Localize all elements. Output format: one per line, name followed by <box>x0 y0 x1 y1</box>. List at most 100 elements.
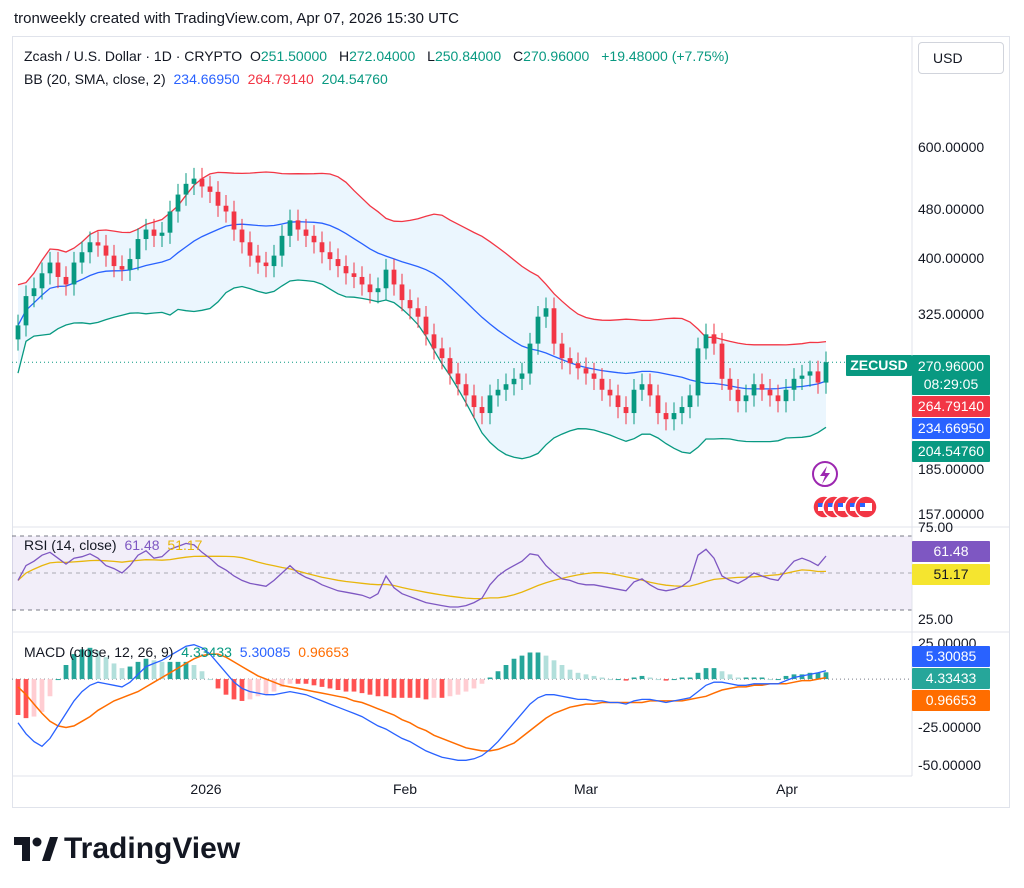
candle-body <box>775 395 781 402</box>
macd-histogram-bar <box>87 647 93 680</box>
macd-histogram-bar <box>463 679 469 692</box>
candle-body <box>631 389 637 414</box>
rsi-label[interactable]: RSI (14, close) <box>24 537 117 553</box>
chart-frame <box>12 36 1010 808</box>
candle-body <box>215 191 221 206</box>
candle-body <box>543 308 549 317</box>
macd-histogram-bar <box>279 679 285 687</box>
macd-histogram-bar <box>79 649 85 680</box>
time-tick: Apr <box>776 781 798 797</box>
candle-body <box>503 384 509 390</box>
candle-body <box>127 259 133 270</box>
candle-body <box>303 229 309 236</box>
candle-body <box>671 413 677 420</box>
candle-body <box>527 343 533 374</box>
macd-tick: -25.00000 <box>918 719 982 735</box>
candle-body <box>231 211 237 230</box>
candle-body <box>319 242 325 253</box>
high-label: H <box>338 48 350 64</box>
bar-countdown: 08:29:05 <box>923 376 979 392</box>
candle-body <box>71 262 77 285</box>
candle-body <box>759 384 765 390</box>
candle-body <box>391 269 397 285</box>
close-value: 270.96000 <box>523 48 590 64</box>
rsi-tick: 25.00 <box>918 611 954 627</box>
macd-histogram-bar <box>151 660 157 680</box>
macd-histogram-bar <box>679 677 685 680</box>
macd-histogram-bar <box>591 675 597 680</box>
brand-name: TradingView <box>64 832 241 865</box>
candle-body <box>719 343 725 379</box>
macd-histogram-bar <box>335 679 341 690</box>
macd-histogram-bar <box>527 652 533 680</box>
macd-histogram-bar <box>751 677 757 680</box>
macd-histogram-bar <box>583 674 589 680</box>
macd-histogram-bar <box>743 677 749 680</box>
candle-body <box>735 389 741 402</box>
macd-histogram-bar <box>671 679 677 681</box>
macd-histogram-bar <box>207 679 213 681</box>
time-tick: 2026 <box>190 781 222 797</box>
macd-histogram-bar <box>695 672 701 680</box>
macd-histogram-bar <box>359 679 365 694</box>
rsi-ma-value: 51.17 <box>167 537 203 553</box>
macd-histogram-bar <box>183 661 189 680</box>
candle-body <box>511 378 517 385</box>
macd-histogram-bar <box>807 672 813 680</box>
candle-body <box>223 205 229 212</box>
last-price: 270.96000 <box>917 358 985 374</box>
last-price-tag: 270.96000 08:29:05 <box>912 355 990 395</box>
macd-histogram-bar <box>375 679 381 697</box>
macd-histogram-bar <box>815 672 821 680</box>
candle-body <box>519 373 525 379</box>
macd-histogram-bar <box>103 657 109 680</box>
candle-body <box>463 384 469 396</box>
macd-histogram-bar <box>127 666 133 680</box>
candle-body <box>679 407 685 414</box>
candle-body <box>343 266 349 274</box>
macd-histogram-bar <box>431 679 437 698</box>
candle-body <box>79 252 85 263</box>
macd-histogram-bar <box>503 665 509 680</box>
time-tick: Mar <box>573 781 599 797</box>
candle-body <box>151 229 157 236</box>
macd-signal-line <box>17 653 827 752</box>
candle-body <box>567 358 573 364</box>
tradingview-logo[interactable]: TradingView <box>14 832 240 866</box>
currency-button[interactable]: USD <box>918 42 1004 74</box>
price-legend: Zcash / U.S. Dollar · 1D · CRYPTO O251.5… <box>24 48 733 64</box>
macd-histogram-bar <box>31 679 37 717</box>
candle-body <box>663 413 669 420</box>
us-flag-canton-icon <box>828 503 833 507</box>
price-tick: 480.00000 <box>918 201 985 217</box>
macd-histogram-bar <box>631 677 637 680</box>
candle-body <box>95 242 101 246</box>
candle-body <box>143 229 149 240</box>
macd-histogram-bar <box>775 679 781 681</box>
candle-body <box>767 389 773 396</box>
macd-legend: MACD (close, 12, 26, 9) 4.33433 5.30085 … <box>24 644 353 660</box>
candle-body <box>111 255 117 267</box>
bb-label[interactable]: BB (20, SMA, close, 2) <box>24 71 166 87</box>
price-tick: 185.00000 <box>918 461 985 477</box>
bb-lower-line <box>17 279 827 460</box>
macd-histogram-bar <box>135 661 141 680</box>
macd-histogram-bar <box>167 661 173 680</box>
macd-histogram-bar <box>511 658 517 680</box>
candle-body <box>167 211 173 233</box>
symbol-title[interactable]: Zcash / U.S. Dollar · 1D · CRYPTO <box>24 48 243 64</box>
candle-body <box>599 378 605 390</box>
bb-legend: BB (20, SMA, close, 2) 234.66950 264.791… <box>24 71 392 87</box>
macd-histogram-bar <box>311 679 317 686</box>
candle-body <box>87 242 93 253</box>
macd-histogram-bar <box>15 679 21 715</box>
price-tick: 600.00000 <box>918 139 985 155</box>
macd-histogram-bar <box>615 679 621 681</box>
candle-body <box>791 378 797 390</box>
high-value: 272.04000 <box>349 48 416 64</box>
macd-histogram-bar <box>423 679 429 700</box>
macd-histogram-bar <box>823 672 829 680</box>
macd-label[interactable]: MACD (close, 12, 26, 9) <box>24 644 174 660</box>
macd-signal-value: 0.96653 <box>298 644 349 660</box>
